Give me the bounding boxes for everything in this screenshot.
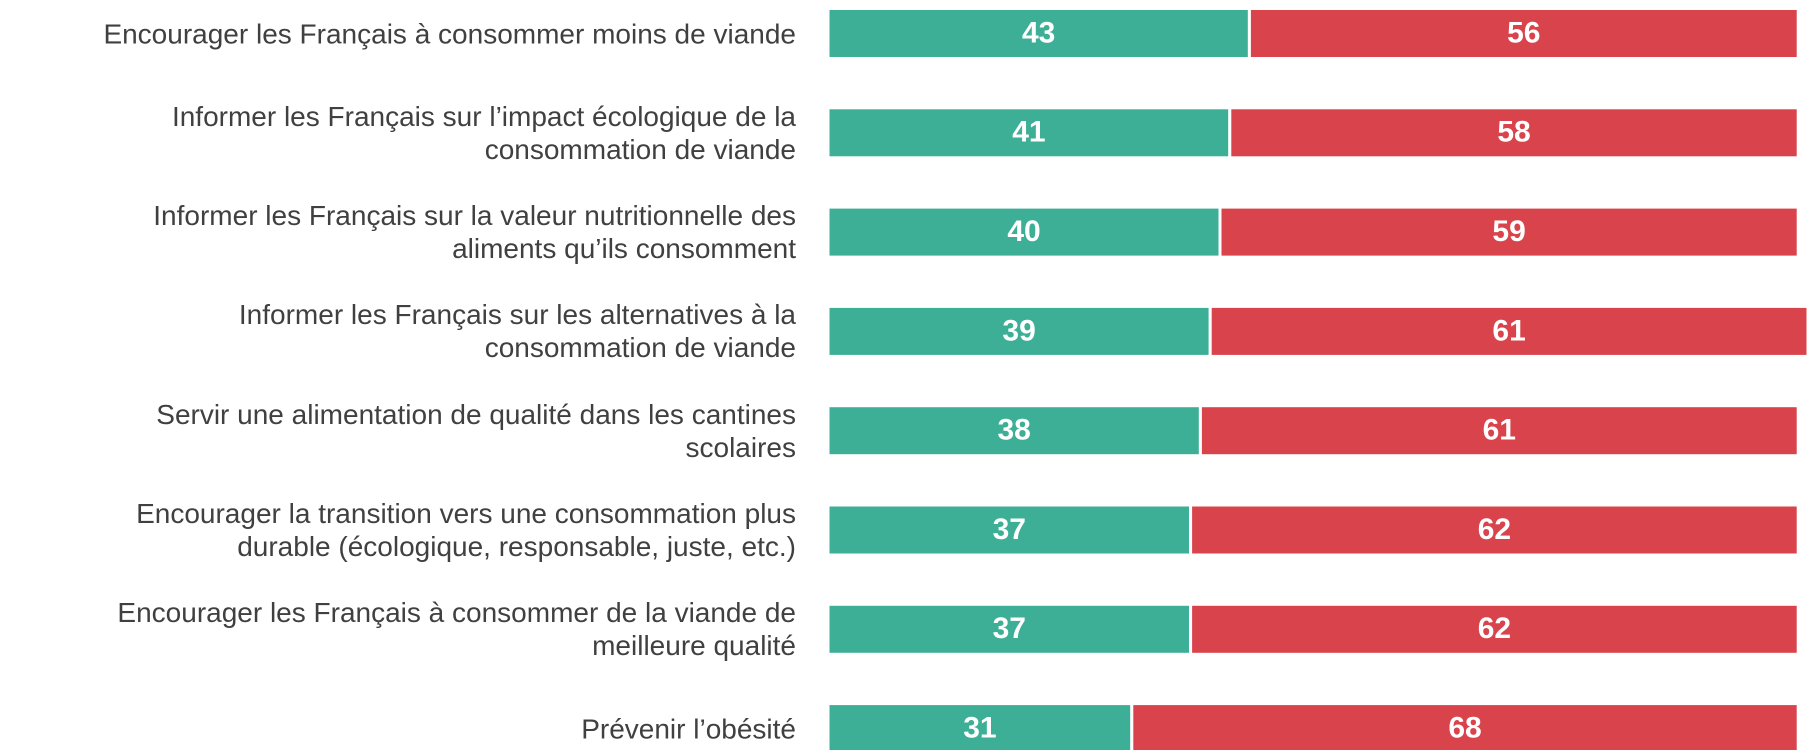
bar-segment (1130, 702, 1800, 750)
value-label: 41 (1012, 116, 1045, 149)
category-label: Informer les Français sur la valeur nutr… (153, 200, 796, 265)
bar-segment (1198, 404, 1800, 458)
value-label: 31 (963, 712, 996, 745)
bar-segment (1189, 503, 1800, 557)
value-label: 37 (993, 612, 1026, 645)
bar-segment (1208, 304, 1810, 358)
category-label: Encourager la transition vers une consom… (136, 498, 796, 562)
category-label: Servir une alimentation de qualité dans … (156, 398, 796, 463)
value-label: 61 (1492, 314, 1525, 347)
value-label: 58 (1497, 116, 1530, 149)
bar-segment (1228, 106, 1800, 160)
bar-segment (1189, 602, 1800, 656)
category-label: Prévenir l’obésité (581, 713, 796, 745)
bar-segment (1247, 7, 1800, 60)
value-label: 38 (998, 414, 1031, 447)
bar-segment (826, 7, 1251, 60)
value-label: 37 (993, 513, 1026, 546)
value-label: 59 (1492, 215, 1525, 248)
value-label: 62 (1478, 513, 1511, 546)
value-label: 56 (1507, 16, 1540, 49)
category-label: Encourager les Français à consommer de l… (117, 597, 796, 662)
value-label: 43 (1022, 16, 1055, 49)
category-label: Informer les Français sur l’impact écolo… (171, 100, 796, 165)
bar-segment (826, 602, 1193, 656)
bar-segment (826, 205, 1222, 259)
value-label: 68 (1448, 712, 1481, 745)
category-label: Encourager les Français à consommer moin… (103, 18, 796, 49)
value-label: 62 (1478, 612, 1511, 645)
value-label: 39 (1002, 314, 1035, 347)
value-label: 40 (1007, 215, 1040, 248)
bar-segment (1218, 205, 1800, 259)
category-label: Informer les Français sur les alternativ… (238, 299, 796, 364)
bar-segment (826, 404, 1202, 458)
value-label: 61 (1483, 414, 1516, 447)
